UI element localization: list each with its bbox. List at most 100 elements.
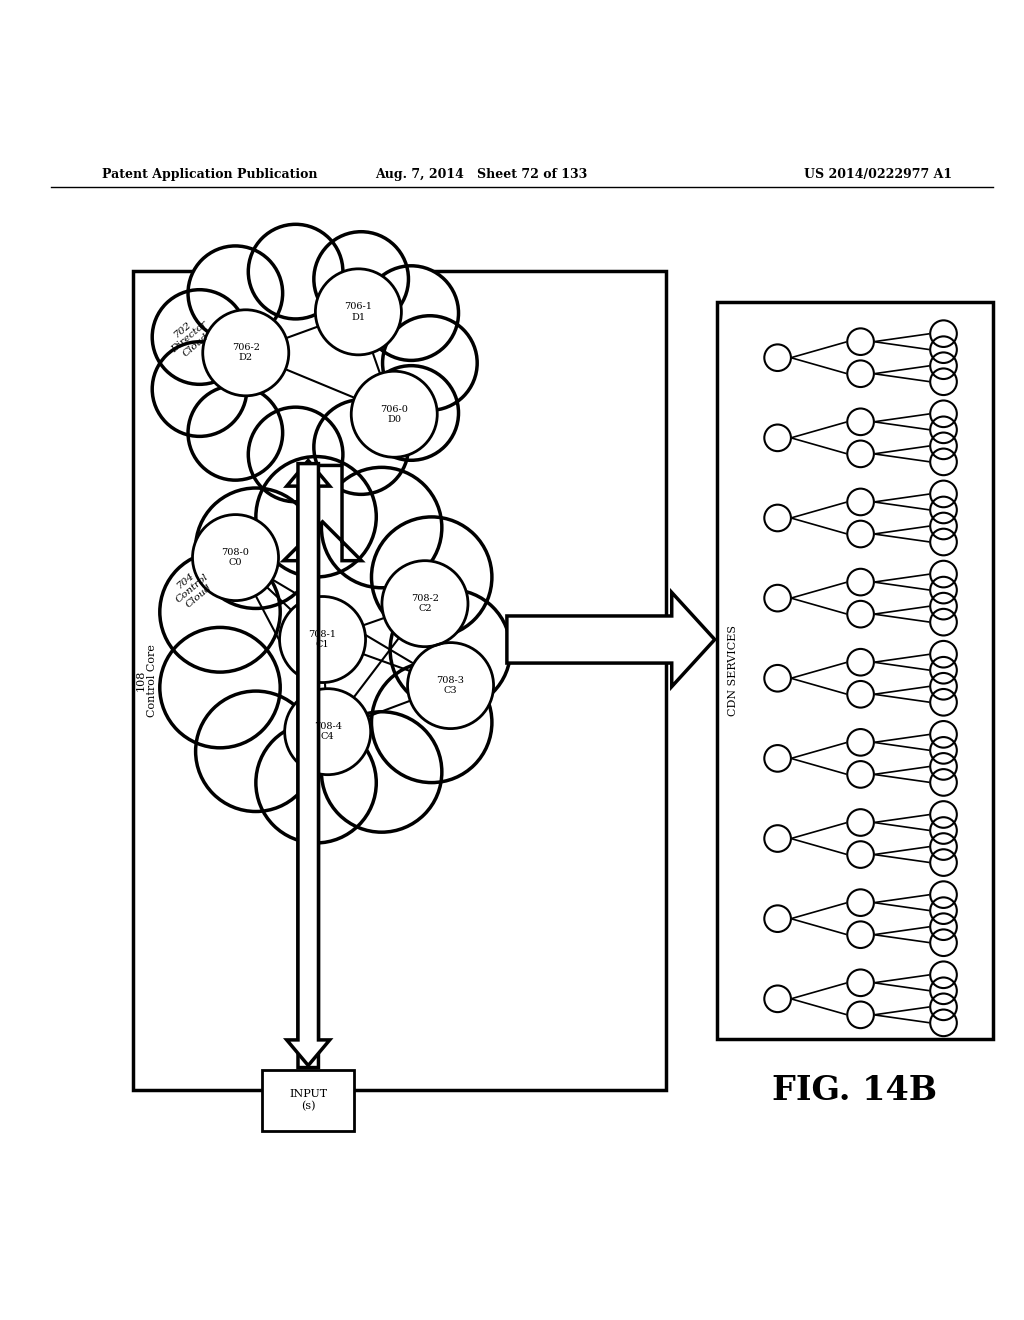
Circle shape: [847, 360, 873, 387]
Circle shape: [930, 337, 956, 363]
PathPatch shape: [287, 461, 330, 1068]
Text: 708-3
C3: 708-3 C3: [436, 676, 465, 696]
Circle shape: [188, 385, 283, 480]
Circle shape: [930, 512, 956, 540]
Circle shape: [930, 496, 956, 523]
Circle shape: [764, 504, 791, 531]
Circle shape: [383, 315, 477, 411]
Circle shape: [313, 400, 409, 495]
Circle shape: [930, 642, 956, 668]
Circle shape: [930, 770, 956, 796]
FancyBboxPatch shape: [262, 1069, 354, 1131]
Circle shape: [847, 1002, 873, 1028]
Circle shape: [930, 849, 956, 876]
Circle shape: [322, 711, 441, 832]
Text: US 2014/0222977 A1: US 2014/0222977 A1: [804, 168, 952, 181]
Text: 108
Control Core: 108 Control Core: [135, 644, 158, 717]
Circle shape: [390, 590, 511, 710]
Ellipse shape: [189, 486, 476, 813]
Ellipse shape: [169, 251, 456, 475]
Circle shape: [203, 310, 289, 396]
Circle shape: [847, 809, 873, 836]
PathPatch shape: [284, 466, 361, 561]
Circle shape: [930, 737, 956, 764]
PathPatch shape: [287, 463, 330, 1065]
Circle shape: [930, 433, 956, 459]
Circle shape: [930, 754, 956, 780]
Circle shape: [764, 906, 791, 932]
Circle shape: [930, 417, 956, 444]
Text: FIG. 14B: FIG. 14B: [772, 1073, 938, 1106]
Text: CDN SERVICES: CDN SERVICES: [728, 624, 738, 715]
Circle shape: [930, 913, 956, 940]
Circle shape: [847, 601, 873, 627]
Circle shape: [847, 729, 873, 755]
Circle shape: [764, 744, 791, 772]
Circle shape: [930, 352, 956, 379]
Circle shape: [930, 609, 956, 635]
Circle shape: [847, 921, 873, 948]
Circle shape: [930, 577, 956, 603]
Circle shape: [372, 517, 492, 638]
Circle shape: [248, 224, 343, 319]
Circle shape: [847, 520, 873, 548]
Text: 704
Control
Cloud: 704 Control Cloud: [168, 564, 217, 612]
Text: Patent Application Publication: Patent Application Publication: [102, 168, 317, 181]
Circle shape: [764, 585, 791, 611]
Circle shape: [382, 561, 468, 647]
Circle shape: [930, 882, 956, 908]
Text: Aug. 7, 2014   Sheet 72 of 133: Aug. 7, 2014 Sheet 72 of 133: [375, 168, 588, 181]
Circle shape: [196, 692, 316, 812]
Circle shape: [160, 627, 281, 748]
Circle shape: [847, 329, 873, 355]
Circle shape: [256, 722, 376, 843]
Circle shape: [764, 665, 791, 692]
Text: 708-1
C1: 708-1 C1: [308, 630, 337, 649]
Circle shape: [847, 408, 873, 436]
Circle shape: [248, 407, 343, 502]
Circle shape: [847, 762, 873, 788]
Circle shape: [930, 817, 956, 843]
Circle shape: [196, 488, 316, 609]
Circle shape: [930, 833, 956, 859]
Circle shape: [351, 371, 437, 457]
Text: 708-2
C2: 708-2 C2: [411, 594, 439, 614]
Circle shape: [847, 441, 873, 467]
Text: 706-1
D1: 706-1 D1: [344, 302, 373, 322]
FancyBboxPatch shape: [717, 301, 993, 1039]
Circle shape: [847, 890, 873, 916]
Circle shape: [256, 457, 376, 577]
Circle shape: [930, 689, 956, 715]
Circle shape: [408, 643, 494, 729]
Circle shape: [847, 841, 873, 867]
Circle shape: [153, 342, 247, 437]
Circle shape: [315, 269, 401, 355]
Circle shape: [160, 552, 281, 672]
Circle shape: [930, 593, 956, 619]
Circle shape: [313, 232, 409, 326]
Text: 706-2
D2: 706-2 D2: [231, 343, 260, 363]
Circle shape: [285, 689, 371, 775]
Circle shape: [930, 368, 956, 395]
Circle shape: [764, 986, 791, 1012]
Circle shape: [930, 673, 956, 700]
Circle shape: [764, 825, 791, 851]
Circle shape: [930, 657, 956, 684]
Text: 708-4
C4: 708-4 C4: [313, 722, 342, 742]
Circle shape: [193, 515, 279, 601]
PathPatch shape: [507, 593, 715, 686]
Circle shape: [930, 801, 956, 828]
Circle shape: [764, 345, 791, 371]
Circle shape: [847, 681, 873, 708]
Circle shape: [847, 569, 873, 595]
Circle shape: [930, 321, 956, 347]
Circle shape: [322, 467, 441, 587]
Circle shape: [847, 969, 873, 997]
Circle shape: [930, 961, 956, 989]
Circle shape: [930, 449, 956, 475]
Circle shape: [764, 425, 791, 451]
Text: 702
Director
Cloud: 702 Director Cloud: [163, 312, 216, 363]
Circle shape: [153, 289, 247, 384]
Circle shape: [188, 246, 283, 341]
Circle shape: [930, 978, 956, 1005]
